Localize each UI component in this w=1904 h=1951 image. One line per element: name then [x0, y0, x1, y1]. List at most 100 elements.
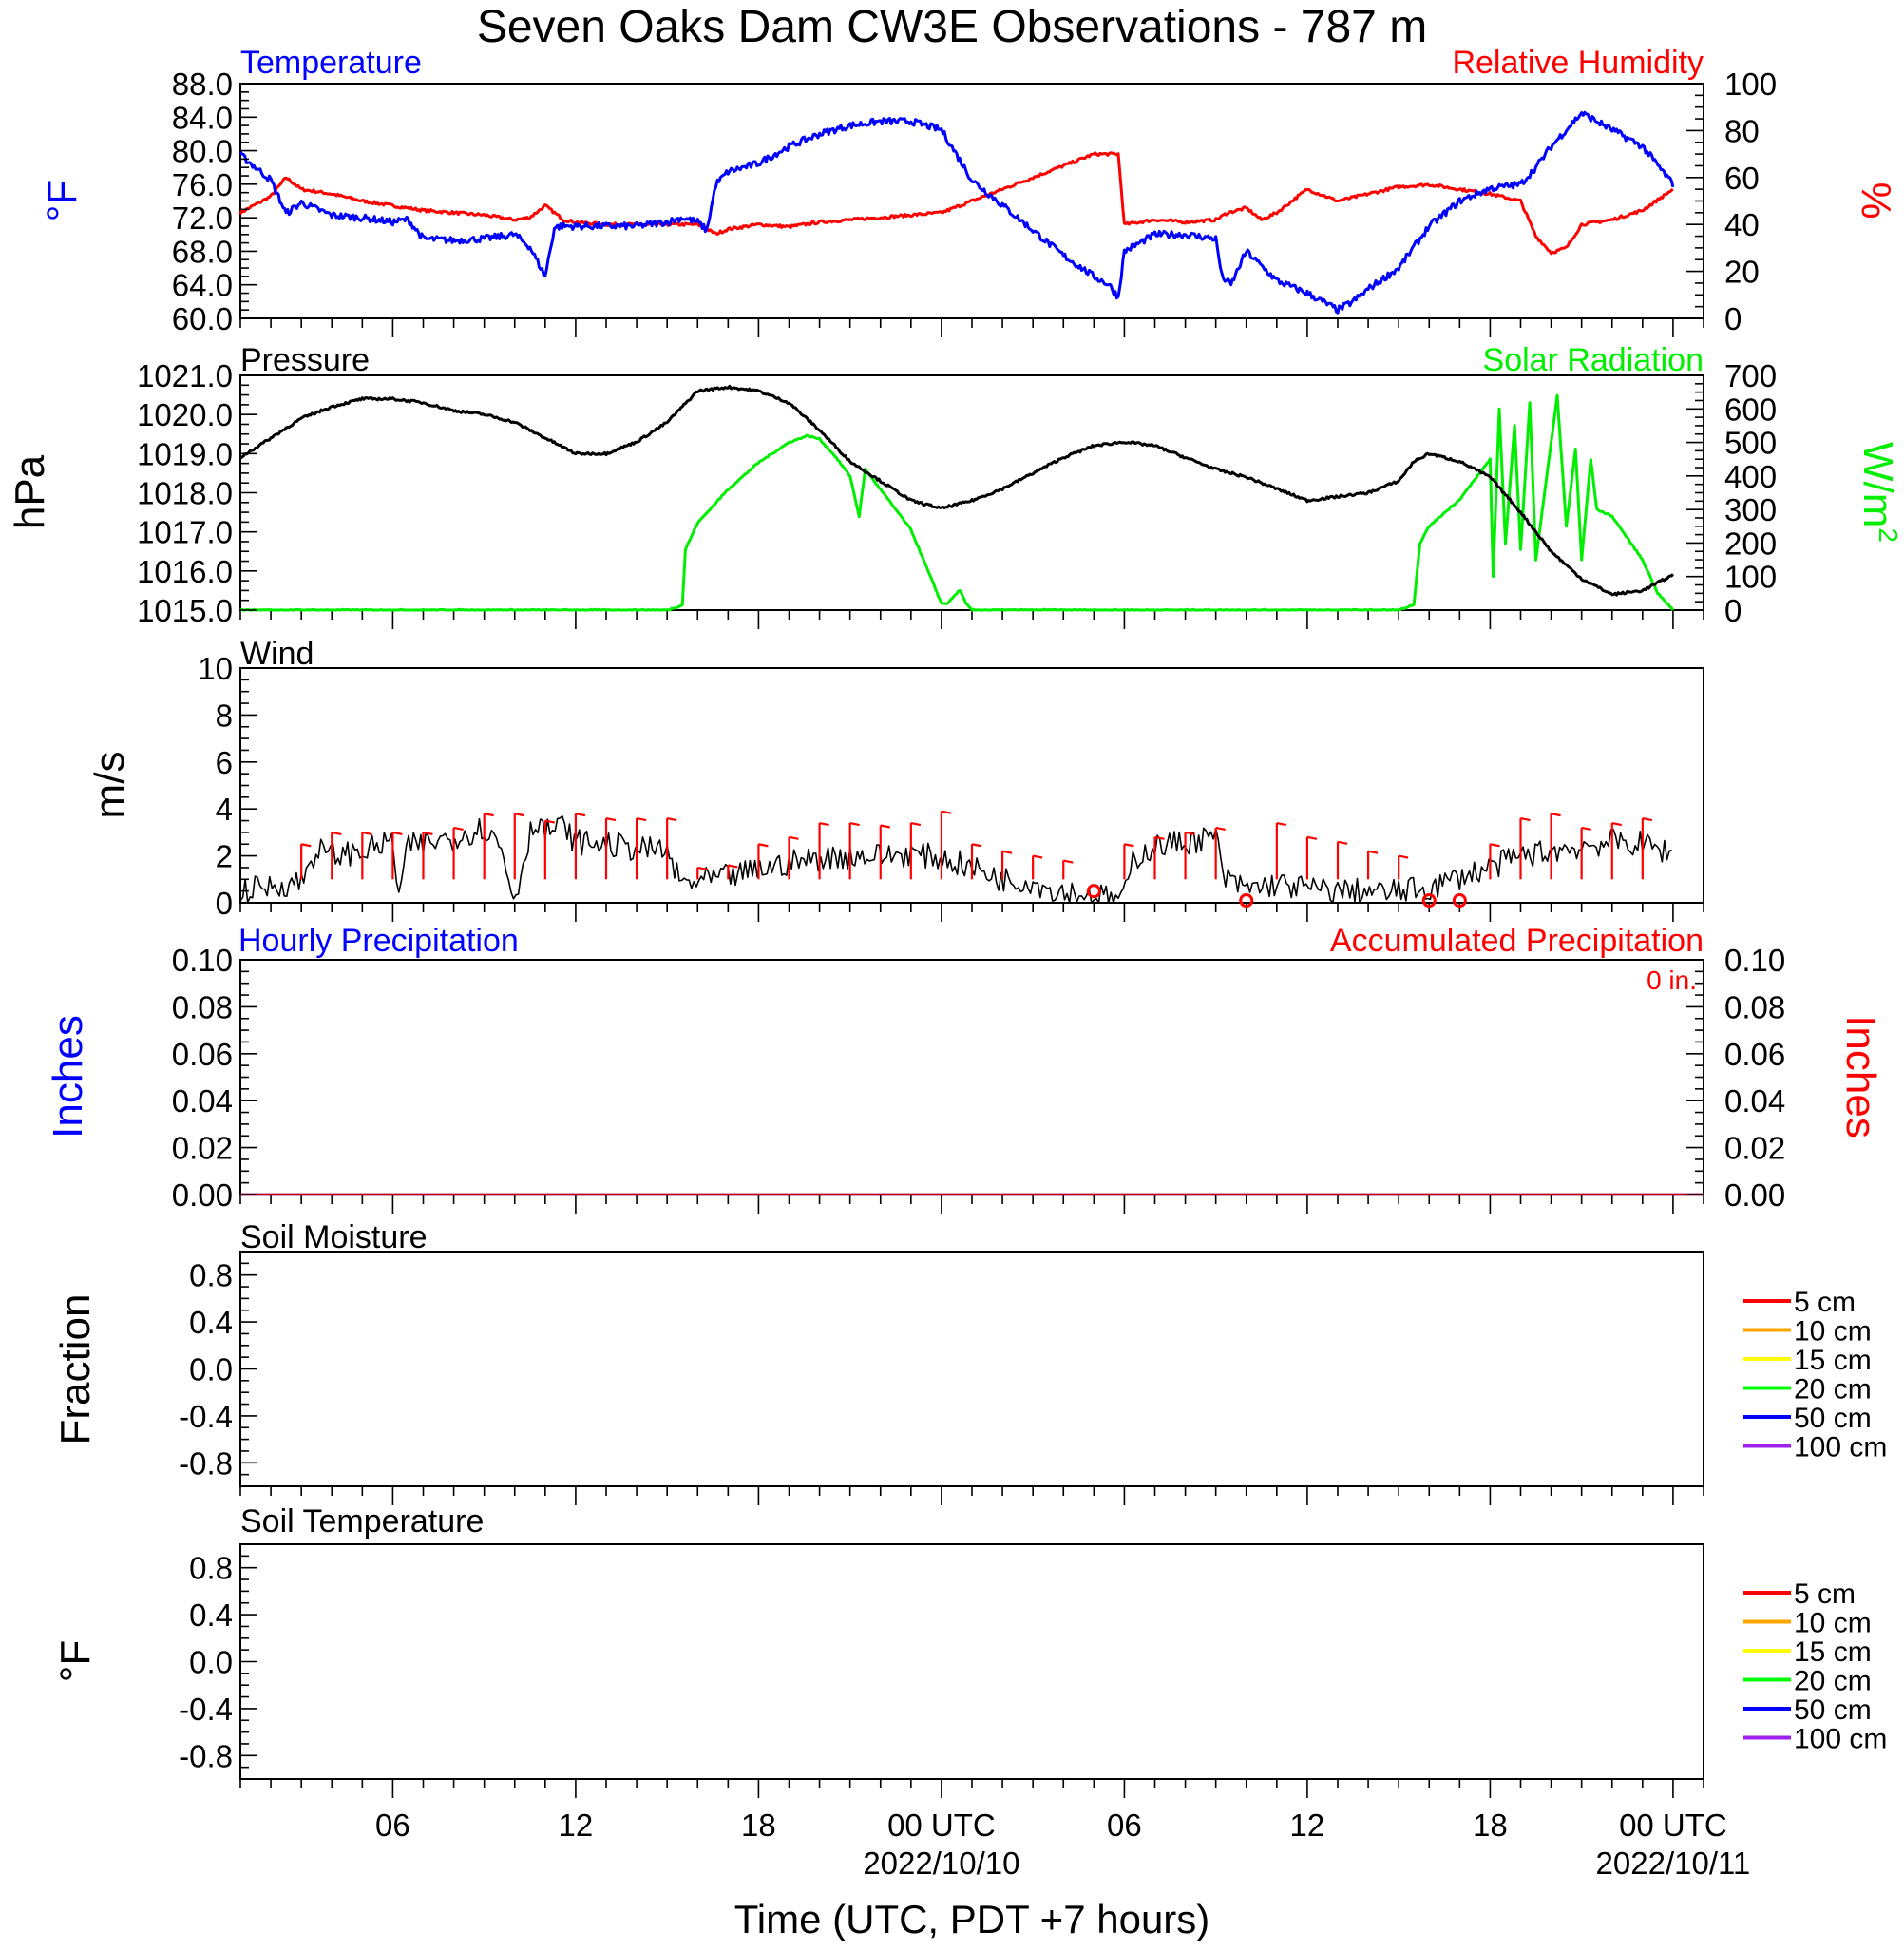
wind-axis-label: m/s [86, 752, 133, 819]
x-tick-label: 00 UTC [887, 1808, 996, 1843]
left-tick-label: 10 [198, 651, 233, 686]
right-tick-label: 40 [1724, 207, 1760, 242]
solar-axis-unit-sup: 2 [1874, 527, 1903, 543]
humidity-axis-label: % [1853, 182, 1899, 219]
right-tick-label: 600 [1724, 392, 1777, 427]
right-tick-label: 700 [1724, 358, 1777, 393]
pressure-panel: Pressure Solar Radiation 1015.0 1016.0 101… [7, 342, 1903, 629]
wind-barb-flag [1032, 854, 1043, 859]
wind-barb-flag [300, 843, 312, 848]
left-tick-label: 84.0 [172, 100, 233, 135]
left-tick-label: 2 [216, 839, 233, 874]
left-tick-label: 0.4 [189, 1597, 233, 1633]
right-tick-label: 20 [1724, 255, 1760, 290]
right-tick-label: 60 [1724, 161, 1760, 196]
hourly-precip-title: Hourly Precipitation [238, 923, 519, 959]
right-tick-label: 0.10 [1724, 943, 1785, 978]
legend-label: 10 cm [1794, 1608, 1872, 1639]
soil-moisture-axis-label: Fraction [52, 1294, 99, 1445]
legend-label: 10 cm [1794, 1316, 1872, 1348]
wind-barb-flag [1276, 821, 1287, 827]
soil-moisture-panel: Soil Moisture -0.8 -0.4 0.0 0.4 0.8 Fraction… [52, 1219, 1887, 1505]
left-tick-label: 80.0 [172, 134, 233, 169]
wind-barb-flag [1581, 826, 1591, 832]
left-tick-label: -0.8 [179, 1445, 233, 1481]
right-tick-label: 100 [1724, 560, 1777, 595]
x-tick-label: 00 UTC [1619, 1808, 1727, 1843]
accum-precip-title: Accumulated Precipitation [1330, 923, 1704, 959]
temperature-line [238, 110, 1675, 315]
wind-barb-flag [758, 843, 769, 848]
wind-barb-flag [1642, 817, 1653, 822]
wind-barb-flag [728, 864, 738, 869]
wind-barb-flag [1306, 835, 1318, 840]
wind-barb-flag [605, 817, 617, 822]
wind-barb-flag [789, 835, 799, 840]
left-tick-label: -0.4 [179, 1399, 233, 1434]
left-tick-label: 0.8 [189, 1258, 233, 1293]
calm-wind-circle [1421, 893, 1437, 909]
wind-barb-flag [971, 843, 982, 848]
soil-moisture-panel-frame [239, 1251, 1704, 1487]
left-tick-label: 4 [216, 792, 233, 827]
wind-barb-flag [1215, 826, 1226, 832]
x-date-label: 2022/10/10 [863, 1846, 1019, 1881]
wind-barb-flag [880, 824, 890, 829]
wind-barb-flag [941, 810, 952, 814]
x-tick-label: 12 [1290, 1808, 1325, 1843]
left-tick-label: 1015.0 [137, 593, 233, 628]
wind-barb-flag [514, 813, 524, 817]
wind-barb-flag [575, 813, 586, 817]
legend-label: 20 cm [1794, 1374, 1872, 1406]
right-tick-label: 0 [1724, 593, 1742, 628]
solar-axis-label: W/m2 [1855, 442, 1903, 543]
left-tick-label: 76.0 [172, 167, 233, 202]
left-tick-label: 6 [216, 745, 233, 780]
soil-temperature-panel: Soil Temperature -0.8 -0.4 0.0 0.4 0.8 °F 5 … [52, 1503, 1887, 1798]
left-tick-label: 0.04 [172, 1083, 233, 1119]
right-tick-label: 0.04 [1724, 1083, 1785, 1119]
wind-barb-flag [453, 826, 464, 832]
left-tick-label: 0 [216, 886, 233, 921]
solar-radiation-line [239, 393, 1675, 612]
temperature-title: Temperature [240, 45, 422, 81]
accum-precip-total: 0 in. [1647, 966, 1697, 995]
wind-barb-flag [1063, 859, 1074, 864]
left-tick-label: 0.0 [189, 1352, 233, 1387]
calm-wind-circle [1452, 893, 1467, 909]
left-tick-label: 1016.0 [137, 554, 233, 589]
left-tick-label: 68.0 [172, 234, 233, 269]
left-tick-label: 1018.0 [137, 476, 233, 511]
wind-barb-flag [1001, 850, 1013, 854]
wind-speed-line [239, 814, 1672, 904]
left-tick-label: 60.0 [172, 301, 233, 336]
left-tick-label: -0.4 [179, 1692, 233, 1727]
wind-barb-flag [332, 831, 342, 835]
left-tick-label: 0.06 [172, 1037, 233, 1072]
legend-label: 20 cm [1794, 1666, 1872, 1697]
left-tick-label: 0.8 [189, 1551, 233, 1586]
x-tick-label: 18 [741, 1808, 776, 1843]
wind-barb-flag [1337, 840, 1348, 845]
legend-label: 15 cm [1794, 1345, 1872, 1376]
left-tick-label: 64.0 [172, 268, 233, 303]
wind-barb-flag [697, 866, 708, 871]
left-tick-label: 88.0 [172, 67, 233, 102]
precip-panel-frame [239, 959, 1704, 1195]
right-tick-label: 400 [1724, 459, 1777, 494]
wind-barb-flag [1398, 854, 1409, 859]
left-tick-label: 0.4 [189, 1305, 233, 1340]
legend-label: 50 cm [1794, 1694, 1872, 1726]
humidity-title: Relative Humidity [1452, 45, 1704, 81]
wind-barb-flag [636, 817, 647, 822]
left-tick-label: 0.08 [172, 989, 233, 1024]
right-tick-label: 500 [1724, 426, 1777, 461]
temperature-panel: Temperature Relative Humidity 60.064.068… [39, 45, 1899, 337]
left-tick-label: 72.0 [172, 201, 233, 236]
x-tick-label: 06 [1107, 1808, 1142, 1843]
soil-temperature-title: Soil Temperature [240, 1503, 484, 1540]
right-tick-label: 0.08 [1724, 989, 1785, 1024]
